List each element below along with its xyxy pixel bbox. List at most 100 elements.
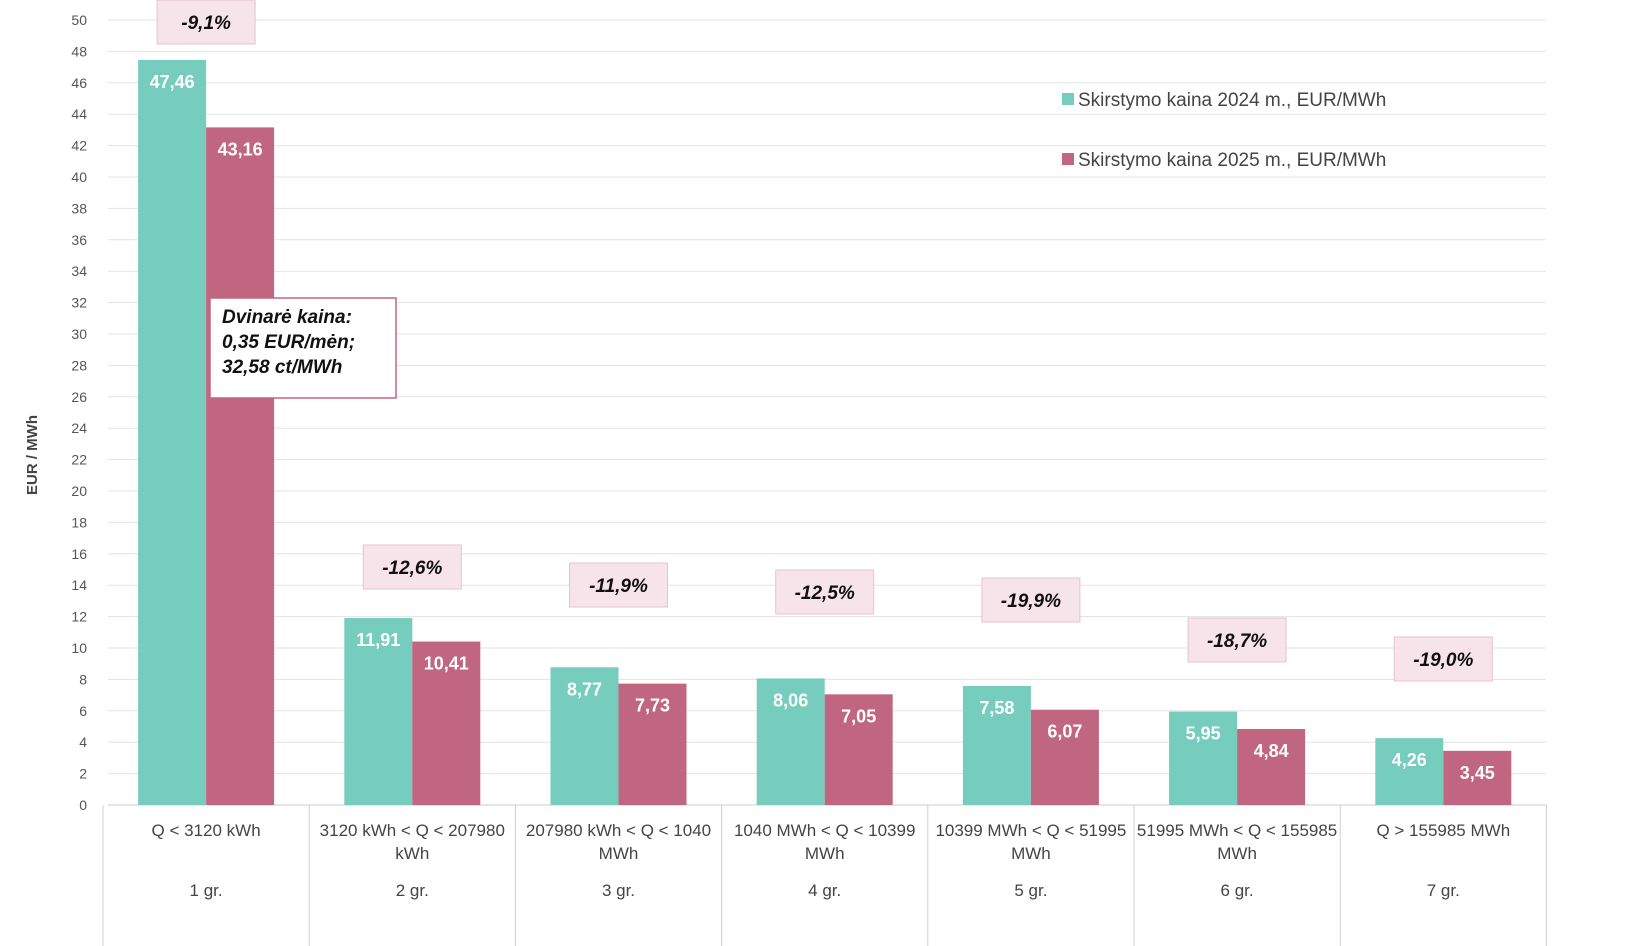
- bar-value-label: 5,95: [1186, 724, 1221, 744]
- y-tick-label: 6: [79, 703, 87, 719]
- category-label: MWh: [805, 844, 845, 863]
- legend-label: Skirstymo kaina 2025 m., EUR/MWh: [1078, 150, 1386, 171]
- y-axis-label: EUR / MWh: [24, 415, 41, 495]
- group-label: 4 gr.: [808, 881, 841, 900]
- annotation-box: [209, 297, 397, 399]
- group-label: 2 gr.: [396, 881, 429, 900]
- bar-value-label: 8,77: [567, 679, 602, 699]
- y-tick-label: 38: [71, 200, 87, 216]
- y-tick-label: 46: [71, 75, 87, 91]
- price-annotation: Dvinarė kaina: 0,35 EUR/mėn; 32,58 ct/MWh: [209, 297, 397, 399]
- change-box: [569, 562, 668, 608]
- y-tick-label: 44: [71, 106, 87, 122]
- bars: 47,46 11,91 8,77 8,06 7,58 5,95 4,26 43,16 10,41…: [138, 59, 1512, 806]
- bar-value-label: 4,26: [1392, 750, 1427, 770]
- y-tick-label: 22: [71, 452, 87, 468]
- y-tick-label: 34: [71, 263, 87, 279]
- y-tick-label: 16: [71, 546, 87, 562]
- y-tick-label: 18: [71, 514, 87, 530]
- bar-2025: [412, 641, 481, 805]
- group-label: 6 gr.: [1221, 881, 1254, 900]
- y-tick-label: 24: [71, 420, 87, 436]
- bar-2024: [344, 618, 413, 805]
- bar-value-label: 7,73: [635, 696, 670, 716]
- bar-value-label: 8,06: [773, 690, 808, 710]
- bar-value-label: 43,16: [218, 139, 263, 159]
- change-box: [981, 577, 1081, 623]
- bar-value-label: 6,07: [1047, 722, 1082, 742]
- bar-2024: [756, 678, 825, 805]
- y-tick-label: 50: [71, 12, 87, 28]
- change-box: [1393, 636, 1493, 682]
- bar-2024: [138, 59, 207, 806]
- change-label: -12,6%: [382, 558, 442, 579]
- bar-2024: [1169, 711, 1238, 805]
- change-label: -19,9%: [1001, 591, 1061, 612]
- change-label: -19,0%: [1413, 650, 1473, 671]
- y-tick-label: 8: [79, 671, 87, 687]
- group-label: 3 gr.: [602, 881, 635, 900]
- change-labels: -9,1% -12,6% -11,9% -12,5% -19,9% -18,7% -19,0…: [156, 0, 1493, 682]
- bar-2025: [824, 694, 893, 805]
- category-label: 10399 MWh < Q < 51995: [935, 821, 1126, 840]
- change-label: -11,9%: [589, 576, 648, 597]
- category-label: MWh: [599, 844, 639, 863]
- y-axis-ticks: 0246810121416182022242628303234363840424…: [71, 12, 87, 813]
- group-label: 1 gr.: [190, 881, 223, 900]
- bar-2025: [1237, 729, 1306, 805]
- category-table: Q < 3120 kWh 1 gr. 3120 kWh < Q < 207980 kW…: [102, 805, 1547, 946]
- category-label: kWh: [395, 844, 429, 863]
- category-label: Q < 3120 kWh: [152, 821, 261, 840]
- legend-swatch: [1062, 93, 1074, 105]
- bar-value-label: 10,41: [424, 654, 469, 674]
- change-box: [775, 569, 875, 615]
- change-label: -18,7%: [1207, 631, 1267, 652]
- y-tick-label: 48: [71, 43, 87, 59]
- bar-value-label: 4,84: [1254, 741, 1289, 761]
- group-label: 5 gr.: [1014, 881, 1047, 900]
- category-label: 3120 kWh < Q < 207980: [320, 821, 505, 840]
- category-label: 51995 MWh < Q < 155985: [1137, 821, 1337, 840]
- bar-value-label: 11,91: [356, 630, 400, 650]
- y-tick-label: 14: [71, 577, 87, 593]
- bar-2024: [1375, 738, 1444, 805]
- legend: Skirstymo kaina 2024 m., EUR/MWh Skirstym…: [1062, 90, 1386, 171]
- gridlines: [108, 19, 1546, 806]
- category-label: MWh: [1217, 844, 1257, 863]
- change-box: [156, 0, 256, 45]
- change-label: -9,1%: [181, 13, 231, 34]
- y-tick-label: 26: [71, 389, 87, 405]
- category-label: MWh: [1011, 844, 1051, 863]
- bar-2024: [962, 685, 1031, 805]
- bar-2025: [1443, 750, 1512, 805]
- y-tick-label: 36: [71, 232, 87, 248]
- annotation-line: 0,35 EUR/mėn;: [222, 332, 355, 353]
- bar-2025: [206, 127, 275, 805]
- y-tick-label: 42: [71, 138, 87, 154]
- y-tick-label: 20: [71, 483, 87, 499]
- change-label: -12,5%: [795, 583, 855, 604]
- legend-swatch: [1062, 153, 1074, 165]
- y-tick-label: 4: [79, 734, 87, 750]
- change-box: [1187, 617, 1287, 663]
- bar-value-label: 7,05: [841, 706, 876, 726]
- bar-value-label: 3,45: [1460, 763, 1495, 783]
- y-tick-label: 10: [71, 640, 87, 656]
- bar-2025: [618, 683, 687, 805]
- y-tick-label: 32: [71, 295, 87, 311]
- bar-2024: [550, 667, 619, 805]
- bar-value-label: 7,58: [979, 698, 1014, 718]
- y-tick-label: 0: [79, 797, 87, 813]
- category-label: Q > 155985 MWh: [1376, 821, 1510, 840]
- bar-2025: [1030, 709, 1099, 805]
- y-tick-label: 28: [71, 357, 87, 373]
- annotation-line: 32,58 ct/MWh: [222, 357, 342, 378]
- y-tick-label: 2: [79, 766, 87, 782]
- change-box: [362, 544, 462, 590]
- annotation-line: Dvinarė kaina:: [222, 307, 352, 328]
- y-tick-label: 40: [71, 169, 87, 185]
- bar-value-label: 47,46: [150, 72, 195, 92]
- category-label: 1040 MWh < Q < 10399: [734, 821, 915, 840]
- y-tick-label: 12: [71, 609, 87, 625]
